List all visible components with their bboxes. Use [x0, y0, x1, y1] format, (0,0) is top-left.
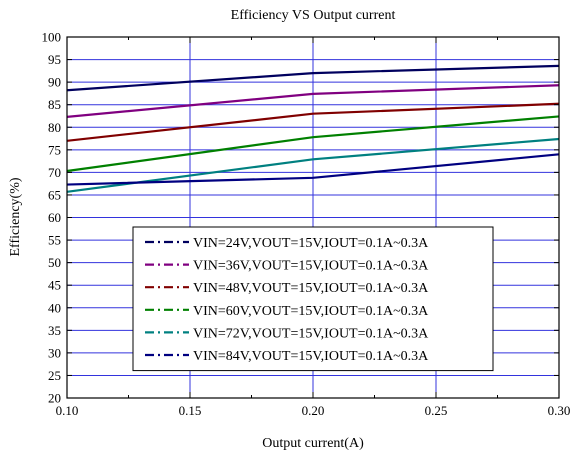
y-tick-label: 100	[42, 30, 62, 45]
series-line	[66, 115, 560, 173]
axis-ticks: 0.10 0.15 0.20 0.25 0.30 20 25 30 35 40 45 50 55 60 65…	[42, 30, 571, 419]
y-tick-label: 85	[48, 97, 61, 112]
y-tick-label: 25	[48, 368, 61, 383]
legend-label: VIN=72V,VOUT=15V,IOUT=0.1A~0.3A	[193, 326, 429, 341]
y-tick-label: 95	[48, 52, 61, 67]
y-tick-label: 50	[48, 255, 61, 270]
x-axis-title: Output current(A)	[262, 436, 364, 451]
y-tick-label: 70	[48, 165, 61, 180]
legend-label: VIN=24V,VOUT=15V,IOUT=0.1A~0.3A	[193, 236, 429, 251]
chart-title: Efficiency VS Output current	[231, 8, 396, 23]
y-tick-label: 75	[48, 142, 61, 157]
x-tick-label: 0.15	[179, 403, 202, 418]
series-line	[66, 102, 560, 142]
legend: VIN=24V,VOUT=15V,IOUT=0.1A~0.3A VIN=36V,V…	[132, 226, 494, 372]
series-line	[66, 84, 560, 118]
legend-label: VIN=36V,VOUT=15V,IOUT=0.1A~0.3A	[193, 259, 429, 274]
y-axis-title: Efficiency(%)	[8, 177, 23, 256]
series-line	[66, 153, 560, 186]
y-tick-label: 20	[48, 391, 61, 406]
x-tick-label: 0.10	[56, 403, 79, 418]
x-tick-label: 0.25	[425, 403, 448, 418]
y-tick-label: 80	[48, 120, 61, 135]
y-tick-label: 45	[48, 278, 61, 293]
series-line	[66, 137, 560, 193]
y-tick-label: 65	[48, 187, 61, 202]
legend-label: VIN=48V,VOUT=15V,IOUT=0.1A~0.3A	[193, 281, 429, 296]
x-tick-label: 0.30	[548, 403, 571, 418]
y-tick-label: 40	[48, 300, 61, 315]
legend-box	[132, 226, 494, 372]
y-tick-label: 60	[48, 210, 61, 225]
x-tick-label: 0.20	[302, 403, 325, 418]
legend-label: VIN=60V,VOUT=15V,IOUT=0.1A~0.3A	[193, 304, 429, 319]
y-tick-label: 35	[48, 323, 61, 338]
y-tick-label: 55	[48, 233, 61, 248]
y-tick-label: 30	[48, 345, 61, 360]
legend-label: VIN=84V,VOUT=15V,IOUT=0.1A~0.3A	[193, 349, 429, 364]
series-line	[66, 64, 560, 92]
series-lines	[66, 64, 560, 193]
y-tick-label: 90	[48, 75, 61, 90]
